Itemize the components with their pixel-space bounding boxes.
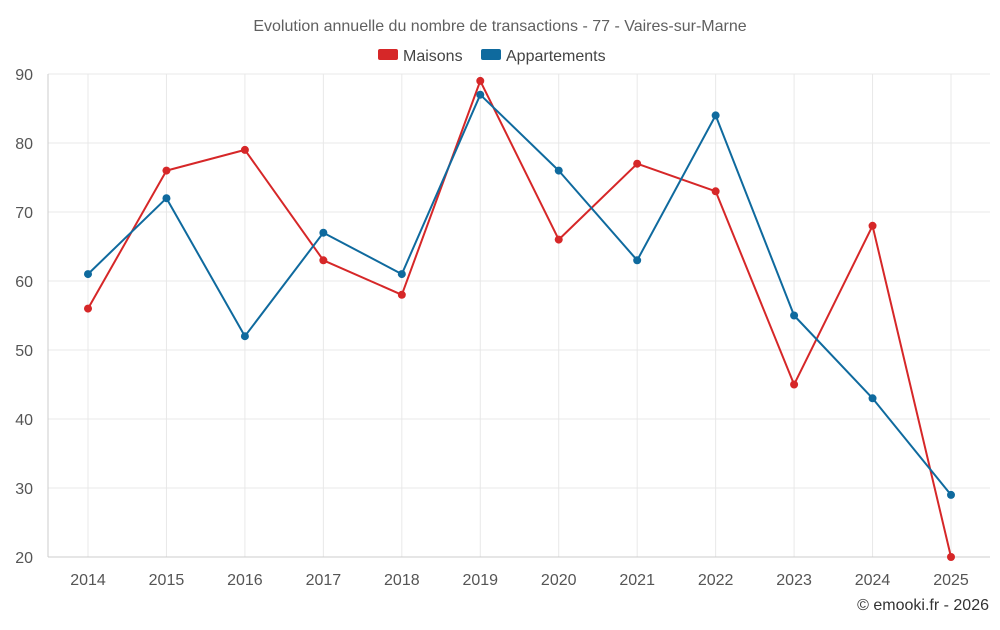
data-point-appartements[interactable] — [790, 311, 799, 320]
grid — [48, 73, 990, 558]
series-maisons — [84, 76, 955, 561]
x-tick-label: 2022 — [698, 572, 734, 589]
data-point-appartements[interactable] — [240, 332, 249, 341]
data-point-maisons[interactable] — [397, 290, 406, 299]
y-tick-label: 30 — [15, 481, 33, 498]
legend-swatch-appartements — [481, 49, 501, 60]
x-tick-label: 2019 — [462, 572, 498, 589]
data-point-maisons[interactable] — [633, 159, 642, 168]
data-point-maisons[interactable] — [162, 166, 171, 175]
legend-label-maisons: Maisons — [403, 48, 463, 65]
data-point-appartements[interactable] — [711, 111, 720, 120]
data-point-appartements[interactable] — [633, 256, 642, 265]
data-point-appartements[interactable] — [397, 270, 406, 279]
series-line-maisons — [87, 79, 952, 558]
y-tick-label: 70 — [15, 205, 33, 222]
series-line-appartements — [87, 93, 952, 496]
x-tick-label: 2018 — [384, 572, 420, 589]
y-tick-label: 50 — [15, 343, 33, 360]
data-point-appartements[interactable] — [554, 166, 563, 175]
axes: 20 30 40 50 60 70 80 90 2014 2015 2016 2017 2018 2019… — [15, 67, 990, 589]
data-point-maisons[interactable] — [554, 235, 563, 244]
legend-item-appartements[interactable]: Appartements — [481, 48, 606, 65]
series-appartements — [84, 90, 955, 499]
x-tick-label: 2014 — [70, 572, 106, 589]
chart-title: Evolution annuelle du nombre de transact… — [253, 18, 746, 35]
series — [84, 76, 955, 561]
y-tick-label: 20 — [15, 550, 33, 567]
data-point-appartements[interactable] — [162, 194, 171, 203]
data-point-appartements[interactable] — [84, 270, 92, 279]
data-point-maisons[interactable] — [319, 256, 328, 265]
x-tick-label: 2016 — [227, 572, 263, 589]
y-tick-label: 90 — [15, 67, 33, 84]
data-point-appartements[interactable] — [476, 90, 485, 99]
legend-swatch-maisons — [378, 49, 398, 60]
x-tick-label: 2023 — [776, 572, 812, 589]
x-tick-label: 2017 — [306, 572, 342, 589]
data-point-maisons[interactable] — [711, 187, 720, 196]
data-point-maisons[interactable] — [947, 553, 955, 561]
legend-label-appartements: Appartements — [506, 48, 606, 65]
credit-text: © emooki.fr - 2026 — [857, 597, 989, 614]
data-point-appartements[interactable] — [868, 394, 877, 403]
x-tick-label: 2024 — [855, 572, 891, 589]
x-tick-label: 2021 — [619, 572, 655, 589]
data-point-maisons[interactable] — [476, 76, 485, 85]
data-point-maisons[interactable] — [84, 304, 92, 313]
data-point-appartements[interactable] — [319, 228, 328, 237]
legend[interactable]: Maisons Appartements — [378, 48, 606, 65]
x-tick-label: 2015 — [149, 572, 185, 589]
data-point-appartements[interactable] — [947, 490, 955, 499]
y-tick-label: 80 — [15, 136, 33, 153]
x-tick-label: 2025 — [933, 572, 969, 589]
y-tick-label: 40 — [15, 412, 33, 429]
data-point-maisons[interactable] — [790, 380, 799, 389]
y-tick-label: 60 — [15, 274, 33, 291]
data-point-maisons[interactable] — [868, 221, 877, 230]
x-tick-label: 2020 — [541, 572, 577, 589]
legend-item-maisons[interactable]: Maisons — [378, 48, 463, 65]
data-point-maisons[interactable] — [240, 145, 249, 154]
